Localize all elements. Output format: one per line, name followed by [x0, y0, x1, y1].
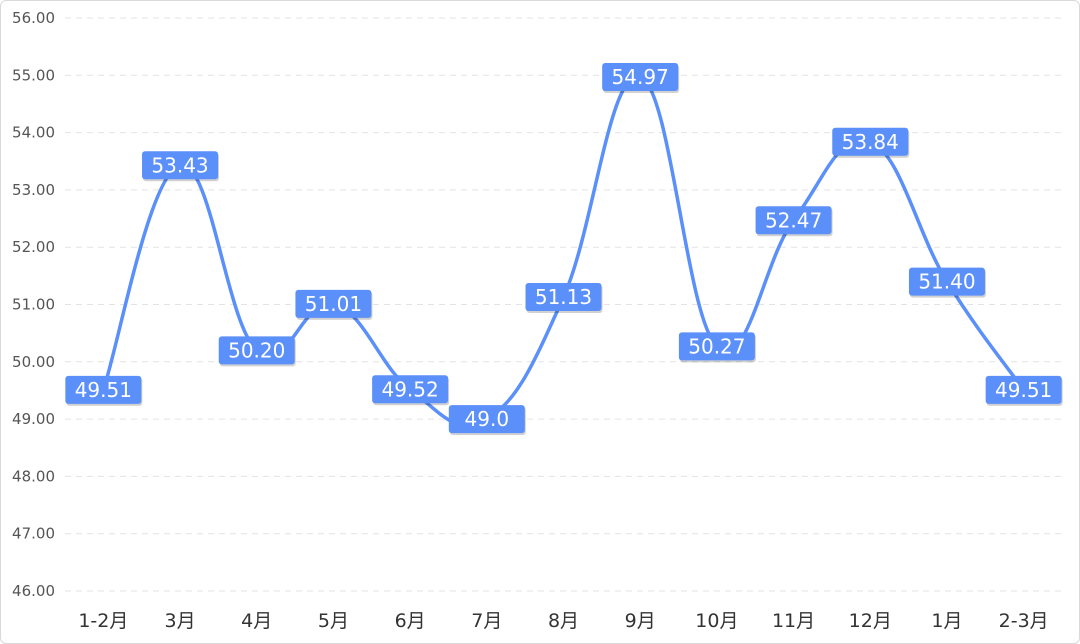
data-label-background [218, 336, 295, 365]
data-label-background [755, 206, 832, 235]
data-label-text: 49.51 [75, 378, 132, 402]
x-tick-label: 1-2月 [78, 610, 128, 632]
y-tick-label: 56.00 [12, 9, 55, 27]
y-axis-ticks: 46.00 47.00 48.00 49.00 50.00 51.00 52.00 53.00… [12, 9, 55, 600]
x-tick-label: 4月 [241, 610, 272, 632]
y-tick-label: 52.00 [12, 238, 55, 256]
y-tick-label: 48.00 [12, 467, 55, 485]
data-label-text: 53.84 [842, 130, 899, 154]
data-label: 49.51 [65, 375, 143, 406]
data-label-background [65, 375, 142, 404]
data-label-text: 49.52 [381, 377, 438, 401]
data-label-text: 51.01 [305, 292, 362, 316]
data-label: 54.97 [602, 63, 680, 94]
y-tick-label: 54.00 [12, 124, 55, 142]
y-tick-label: 53.00 [12, 181, 55, 199]
x-tick-label: 5月 [318, 610, 349, 632]
x-axis-ticks: 1-2月 3月 4月 5月 6月 7月 8月 9月 10月 11月 12月 1月 2-3月 [78, 610, 1048, 632]
data-label: 53.43 [142, 151, 220, 182]
data-label-text: 51.40 [918, 270, 975, 294]
y-tick-label: 46.00 [12, 582, 55, 600]
data-label-background [908, 267, 985, 296]
x-tick-label: 10月 [695, 610, 738, 632]
data-label-background [295, 289, 372, 318]
data-labels: 49.51 53.43 50.20 51.01 49.52 49.0 51.13 54.97 5… [65, 63, 1063, 436]
y-tick-label: 49.00 [12, 410, 55, 428]
data-label: 51.40 [908, 267, 986, 298]
data-label: 49.0 [448, 405, 526, 436]
x-tick-label: 1月 [931, 610, 962, 632]
data-label-text: 50.20 [228, 338, 285, 362]
data-label-background [372, 375, 449, 404]
x-tick-label: 2-3月 [999, 610, 1049, 632]
data-label-background [448, 405, 525, 434]
y-tick-label: 47.00 [12, 525, 55, 543]
data-label: 49.51 [985, 375, 1063, 406]
data-label-text: 52.47 [765, 208, 822, 232]
x-tick-label: 3月 [164, 610, 195, 632]
y-tick-label: 55.00 [12, 66, 55, 84]
data-label: 49.52 [372, 375, 450, 406]
x-tick-label: 8月 [548, 610, 579, 632]
data-label-text: 51.13 [535, 285, 592, 309]
data-label-text: 50.27 [688, 334, 745, 358]
data-label-text: 53.43 [151, 153, 208, 177]
data-label-text: 49.51 [995, 378, 1052, 402]
data-label: 53.84 [832, 127, 910, 158]
data-label-background [832, 127, 909, 156]
data-label-text: 54.97 [612, 65, 669, 89]
y-tick-label: 51.00 [12, 296, 55, 314]
y-tick-label: 50.00 [12, 353, 55, 371]
data-label-background [525, 283, 602, 312]
grid-lines [65, 17, 1062, 592]
data-label: 50.27 [678, 332, 756, 363]
x-tick-label: 7月 [471, 610, 502, 632]
x-tick-label: 9月 [625, 610, 656, 632]
data-label-background [142, 151, 219, 180]
data-label-background [678, 332, 755, 361]
data-label-text: 49.0 [465, 407, 510, 431]
x-tick-label: 11月 [772, 610, 815, 632]
x-tick-label: 6月 [395, 610, 426, 632]
data-label: 51.13 [525, 283, 603, 314]
data-label-background [985, 375, 1062, 404]
data-label: 51.01 [295, 289, 373, 320]
data-label: 52.47 [755, 206, 833, 237]
x-tick-label: 12月 [849, 610, 892, 632]
data-label-background [602, 63, 679, 92]
data-label: 50.20 [218, 336, 296, 367]
